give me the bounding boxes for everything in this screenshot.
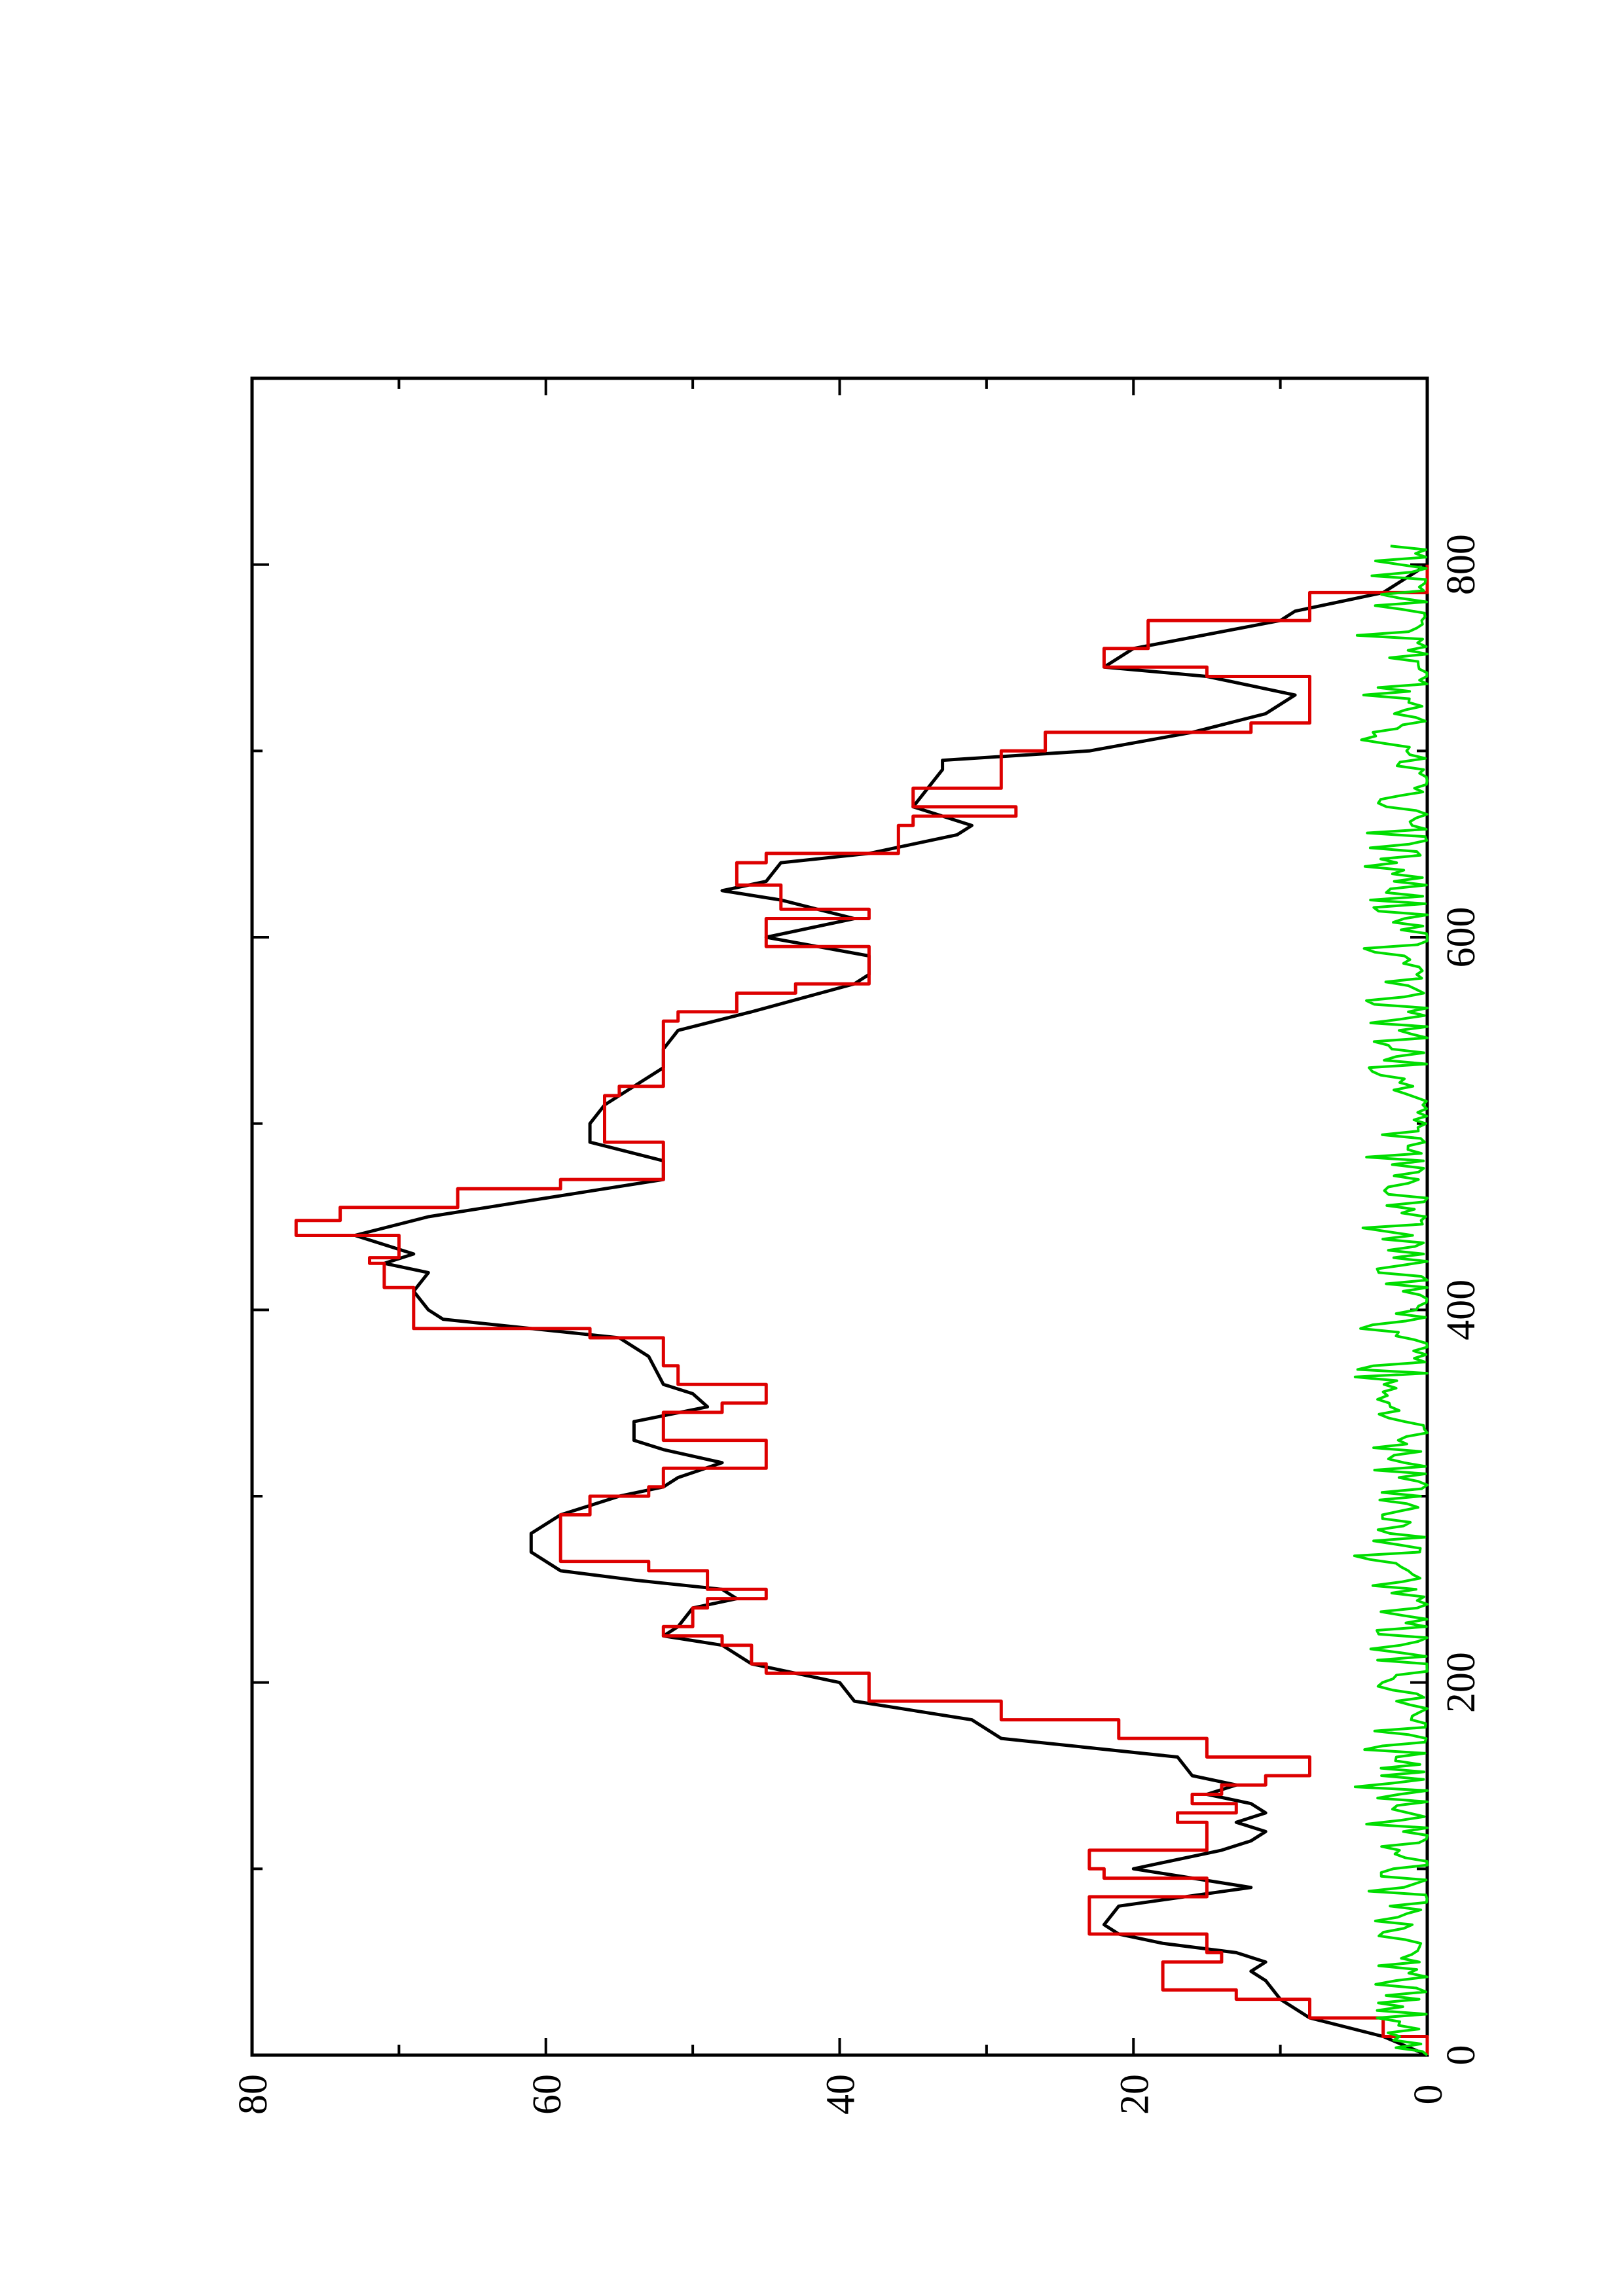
series-line-1: [353, 563, 1429, 2057]
y-tick-label: 60: [525, 2074, 570, 2115]
series-line-3: [1353, 545, 1429, 2056]
series-layer: [294, 545, 1429, 2057]
x-tick-label: 600: [1439, 907, 1484, 968]
series-line-2: [294, 564, 1429, 2055]
y-tick-label: 40: [819, 2074, 864, 2115]
y-tick-label: 20: [1112, 2074, 1157, 2115]
tick-labels: 0 200 400 600 800 0 20 40 60 80: [231, 534, 1484, 2115]
x-tick-label: 800: [1439, 534, 1484, 595]
y-tick-label: 0: [1406, 2085, 1451, 2105]
x-tick-label: 400: [1439, 1280, 1484, 1340]
x-tick-label: 200: [1439, 1652, 1484, 1713]
y-tick-label: 80: [231, 2074, 276, 2115]
x-tick-label: 0: [1439, 2045, 1484, 2066]
